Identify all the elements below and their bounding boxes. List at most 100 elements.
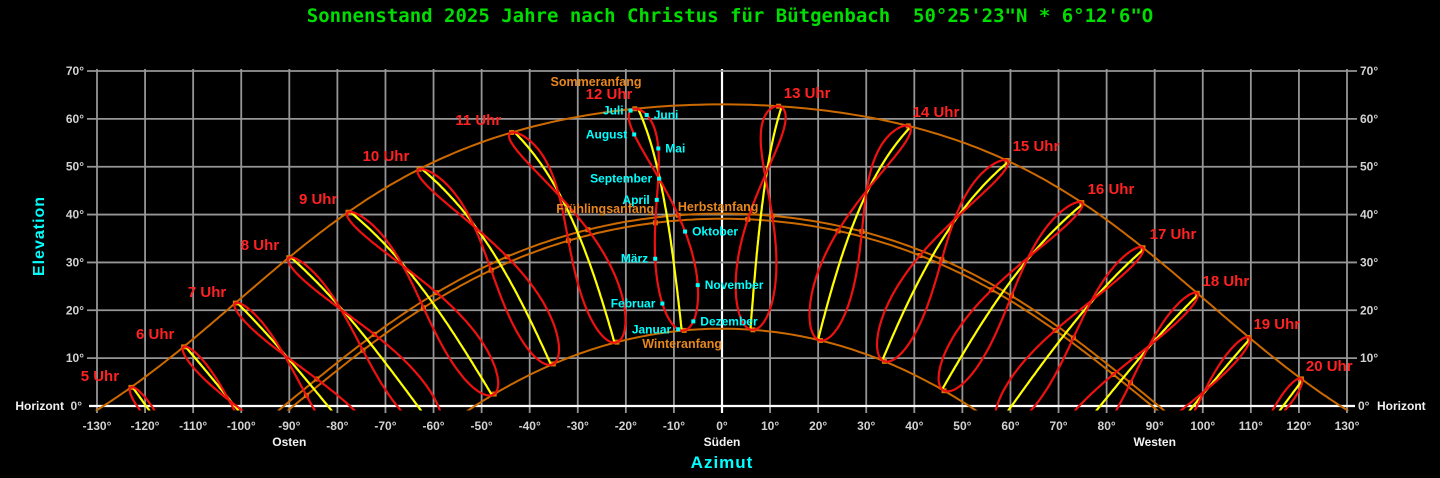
x-tick-label: -50° [471, 419, 493, 433]
month-markers: Januar Februar März April Mai Juni Juli August S… [586, 104, 764, 337]
season-arc [466, 327, 978, 411]
hour-label: 12 Uhr [586, 86, 633, 103]
x-axis-title: Azimut [690, 453, 754, 472]
x-tick-label: -100° [227, 419, 256, 433]
y-tick-label-left: 50° [66, 160, 84, 174]
horizon-tick-right: 0° [1358, 399, 1370, 413]
month-label: Januar [632, 322, 672, 336]
x-tick-label: -80° [326, 419, 348, 433]
y-tick-label-right: 70° [1360, 64, 1378, 78]
analemma-8 [286, 256, 442, 411]
month-marker-dot [691, 319, 696, 324]
analemma-16 [937, 200, 1084, 393]
y-tick-label-right: 30° [1360, 255, 1378, 269]
analemma-17 [994, 245, 1145, 411]
x-tick-label: -30° [567, 419, 589, 433]
season-label: Sommeranfang [551, 75, 642, 89]
hour-label: 10 Uhr [363, 148, 410, 165]
y-tick-label-left: 60° [66, 112, 84, 126]
mean-sun-line [941, 204, 1083, 391]
x-tick-label: -120° [131, 419, 160, 433]
month-label: April [622, 193, 649, 207]
x-tick-label: -110° [179, 419, 207, 433]
mean-sun-line [132, 387, 151, 411]
mean-sun-line [816, 127, 911, 341]
hour-label: 13 Uhr [784, 85, 831, 102]
analemma-19 [1179, 335, 1251, 411]
mean-sun-hour-lines [132, 107, 1303, 411]
direction-label: Westen [1133, 435, 1175, 449]
x-tick-label: -60° [422, 419, 444, 433]
x-tick-label: 90° [1146, 419, 1164, 433]
season-arc [277, 212, 1166, 411]
x-tick-label: 60° [1001, 419, 1019, 433]
y-tick-label-right: 60° [1360, 112, 1378, 126]
mean-sun-line [1188, 339, 1250, 411]
y-tick-label-left: 10° [66, 351, 84, 365]
x-tick-label: -20° [615, 419, 637, 433]
season-arc [286, 217, 1160, 411]
grid-lines [87, 69, 1357, 413]
mean-sun-line [1095, 294, 1198, 411]
hour-label: 7 Uhr [188, 284, 227, 301]
x-tick-label: -130° [83, 419, 112, 433]
hour-label: 20 Uhr [1306, 358, 1353, 375]
month-marker-dot [695, 283, 700, 288]
x-tick-label: 100° [1190, 419, 1215, 433]
season-arc [94, 103, 1350, 411]
mean-sun-line [1006, 249, 1144, 411]
analemma-9 [345, 210, 500, 397]
analemma-18 [1073, 291, 1199, 411]
hour-label: 18 Uhr [1203, 273, 1250, 290]
x-tick-label: -70° [374, 419, 396, 433]
month-marker-dot [654, 197, 659, 202]
analemma-5 [128, 386, 156, 411]
direction-label: Süden [704, 435, 741, 449]
x-tick-label: -40° [519, 419, 541, 433]
analemma-14 [808, 124, 912, 342]
month-label: August [586, 127, 627, 141]
y-tick-label-right: 20° [1360, 303, 1378, 317]
month-label: März [621, 252, 648, 266]
x-tick-label: 130° [1335, 419, 1360, 433]
mean-sun-line [637, 109, 683, 331]
analemma-7 [233, 301, 357, 411]
month-marker-dot [653, 256, 658, 261]
month-marker-dot [683, 229, 688, 234]
month-label: November [705, 278, 764, 292]
analemma-15 [875, 158, 1010, 363]
hour-label: 19 Uhr [1253, 316, 1300, 333]
horizon-label-left: Horizont [15, 399, 64, 413]
mean-sun-line [350, 211, 494, 396]
hour-label: 14 Uhr [913, 104, 960, 121]
month-label: September [590, 172, 652, 186]
analemma-13 [734, 105, 787, 331]
x-tick-label: 80° [1098, 419, 1116, 433]
x-tick-label: 20° [809, 419, 827, 433]
y-tick-label-left: 20° [66, 303, 84, 317]
mean-sun-line [881, 162, 1008, 361]
x-tick-label: 30° [857, 419, 875, 433]
y-tick-label-left: 70° [66, 64, 84, 78]
month-marker-dot [644, 112, 649, 117]
month-label: Oktober [692, 225, 738, 239]
tick-labels: -130° -120° -110° -100° -90° -80° -70° -60° -50°… [15, 64, 1425, 449]
season-label: Herbstanfang [678, 200, 759, 214]
horizon-label-right: Horizont [1377, 399, 1426, 413]
hour-label: 6 Uhr [136, 326, 175, 343]
mean-sun-line [290, 257, 423, 411]
direction-label: Osten [272, 435, 306, 449]
hour-label: 16 Uhr [1088, 181, 1135, 198]
month-marker-dot [628, 108, 633, 113]
chart-title: Sonnenstand 2025 Jahre nach Christus für… [306, 5, 1154, 27]
mean-sun-line [421, 168, 553, 366]
hour-label: 5 Uhr [81, 368, 120, 385]
y-tick-label-left: 30° [66, 255, 84, 269]
month-marker-dot [657, 176, 662, 181]
mean-sun-line [1278, 380, 1303, 411]
season-label: Winteranfang [642, 337, 722, 351]
hour-label: 9 Uhr [299, 191, 338, 208]
mean-sun-line [514, 132, 616, 344]
